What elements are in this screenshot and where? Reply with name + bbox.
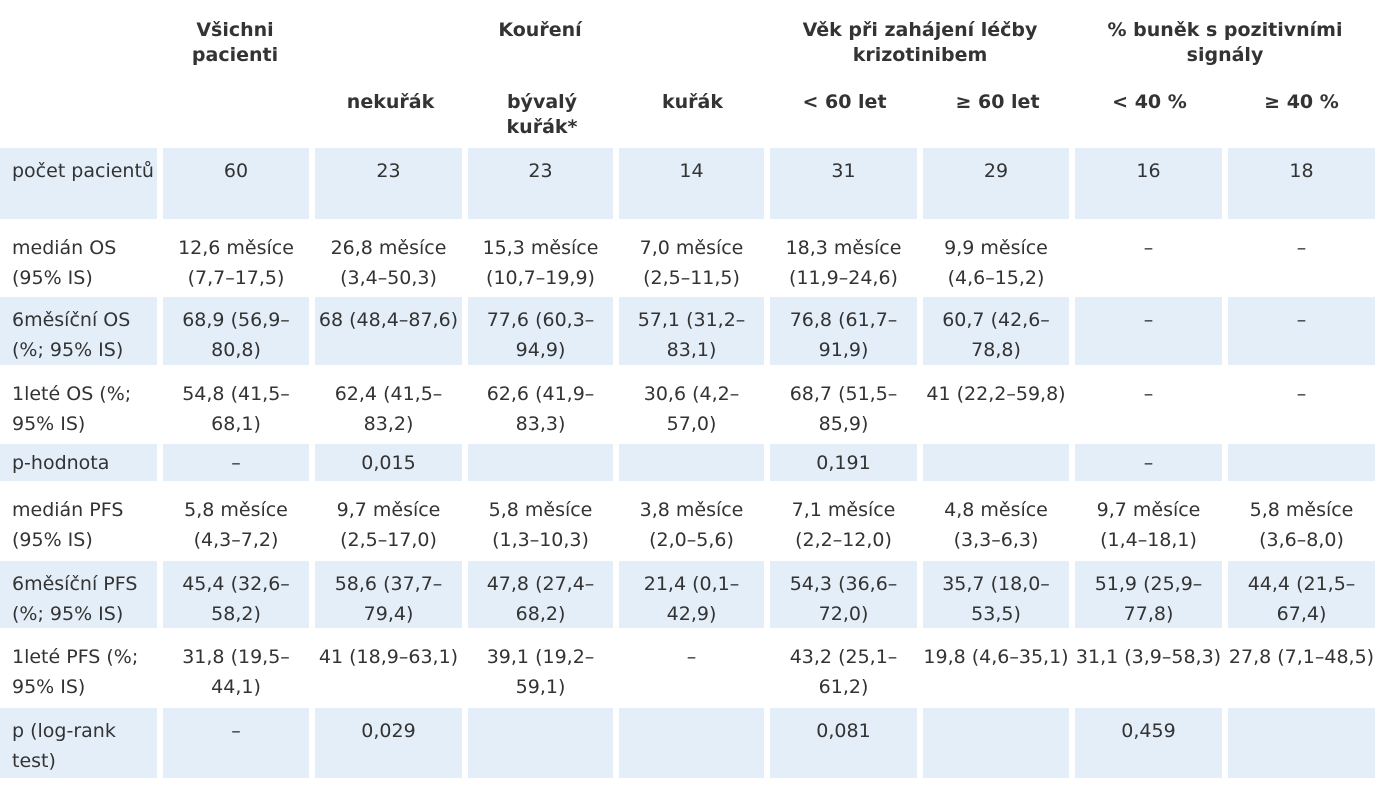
- table-cell: 31,8 (19,5–44,1): [182, 646, 290, 698]
- row-label: 1leté PFS (%; 95% IS): [12, 646, 139, 698]
- table-cell: –: [1075, 444, 1222, 481]
- table-cell: 77,6 (60,3–94,9): [468, 297, 613, 365]
- subheader-nonsmoker: nekuřák: [346, 91, 435, 113]
- table-cell: 54,8 (41,5–68,1): [182, 383, 290, 435]
- table-cell: 60,7 (42,6–78,8): [923, 297, 1069, 365]
- table-cell: 45,4 (32,6–58,2): [163, 561, 309, 628]
- table-cell: 9,7 měsíce (2,5–17,0): [336, 499, 441, 551]
- table-cell: –: [1143, 237, 1154, 259]
- table-cell: 47,8 (27,4–68,2): [468, 561, 613, 628]
- table-cell: 62,6 (41,9–83,3): [486, 383, 595, 435]
- row-label: 6měsíční OS (%; 95% IS): [0, 297, 157, 365]
- header-smoking: Kouření: [498, 19, 582, 41]
- table-cell: 14: [619, 148, 764, 219]
- header-all-patients: Všichni pacienti: [191, 19, 279, 66]
- table-cell: 41 (18,9–63,1): [318, 646, 459, 668]
- table-cell: 0,459: [1075, 708, 1222, 778]
- table-cell: 9,7 měsíce (1,4–18,1): [1096, 499, 1201, 551]
- table-cell: [1228, 444, 1375, 481]
- table-cell: 9,9 měsíce (4,6–15,2): [944, 237, 1048, 289]
- row-label: medián OS (95% IS): [12, 237, 117, 289]
- table-cell: 44,4 (21,5–67,4): [1228, 561, 1375, 628]
- table-cell: –: [1296, 383, 1307, 405]
- table-cell: 5,8 měsíce (3,6–8,0): [1249, 499, 1354, 551]
- table-cell: 76,8 (61,7–91,9): [770, 297, 917, 365]
- table-cell: 5,8 měsíce (1,3–10,3): [488, 499, 593, 551]
- table-cell: 23: [468, 148, 613, 219]
- table-cell: 54,3 (36,6–72,0): [770, 561, 917, 628]
- table-cell: 31,1 (3,9–58,3): [1075, 646, 1222, 668]
- table-cell: [619, 444, 764, 481]
- table-cell: 41 (22,2–59,8): [926, 383, 1066, 405]
- subheader-age-under-60: < 60 let: [802, 91, 887, 113]
- table-cell: [923, 444, 1069, 481]
- subheader-40-percent-plus: ≥ 40 %: [1264, 91, 1339, 113]
- table-cell: 57,1 (31,2–83,1): [619, 297, 764, 365]
- row-label: p (log-rank test): [0, 708, 157, 778]
- table-cell: 58,6 (37,7–79,4): [315, 561, 462, 628]
- table-cell: 51,9 (25,9–77,8): [1075, 561, 1222, 628]
- table-cell: –: [163, 708, 309, 778]
- table-cell: 0,029: [315, 708, 462, 778]
- subheader-age-60-plus: ≥ 60 let: [955, 91, 1040, 113]
- table-cell: 7,0 měsíce (2,5–11,5): [639, 237, 744, 289]
- table-cell: 68 (48,4–87,6): [315, 297, 462, 365]
- table-cell: 12,6 měsíce (7,7–17,5): [178, 237, 294, 289]
- table-cell: 68,7 (51,5–85,9): [789, 383, 898, 435]
- table-cell: 4,8 měsíce (3,3–6,3): [944, 499, 1048, 551]
- table-cell: 39,1 (19,2–59,1): [486, 646, 595, 698]
- table-cell: 18: [1228, 148, 1375, 219]
- table-cell: [1228, 708, 1375, 778]
- table-cell: 18,3 měsíce (11,9–24,6): [785, 237, 902, 289]
- table-cell: [619, 708, 764, 778]
- table-cell: –: [686, 646, 697, 668]
- table-cell: –: [163, 444, 309, 481]
- row-label: 6měsíční PFS (%; 95% IS): [0, 561, 157, 628]
- subheader-smoker: kuřák: [662, 91, 723, 113]
- table-cell: 3,8 měsíce (2,0–5,6): [639, 499, 744, 551]
- table-cell: 0,191: [770, 444, 917, 481]
- table-cell: –: [1143, 383, 1154, 405]
- table-cell: 60: [163, 148, 309, 219]
- table-cell: 35,7 (18,0–53,5): [923, 561, 1069, 628]
- table-cell: 68,9 (56,9–80,8): [163, 297, 309, 365]
- table-cell: 62,4 (41,5–83,2): [334, 383, 443, 435]
- header-age: Věk při zahájení léčby krizotinibem: [802, 19, 1038, 66]
- table-cell: 0,015: [315, 444, 462, 481]
- table-cell: 31: [770, 148, 917, 219]
- table-cell: –: [1296, 237, 1307, 259]
- subheader-under-40-percent: < 40 %: [1112, 91, 1187, 113]
- table-cell: 19,8 (4,6–35,1): [923, 646, 1069, 668]
- table-cell: –: [1228, 297, 1375, 365]
- table-cell: 5,8 měsíce (4,3–7,2): [184, 499, 288, 551]
- table-cell: 21,4 (0,1–42,9): [619, 561, 764, 628]
- table-cell: 29: [923, 148, 1069, 219]
- subheader-former-smoker: bývalý kuřák*: [506, 91, 578, 138]
- table-cell: [923, 708, 1069, 778]
- table-cell: 43,2 (25,1–61,2): [789, 646, 898, 698]
- table-cell: [468, 708, 613, 778]
- table-cell: 16: [1075, 148, 1222, 219]
- row-label: 1leté OS (%; 95% IS): [12, 383, 132, 435]
- table-cell: 30,6 (4,2–57,0): [643, 383, 740, 435]
- table-cell: [468, 444, 613, 481]
- table-cell: 7,1 měsíce (2,2–12,0): [791, 499, 896, 551]
- table-cell: –: [1075, 297, 1222, 365]
- row-label: počet pacientů: [0, 148, 157, 219]
- table-cell: 15,3 měsíce (10,7–19,9): [482, 237, 599, 289]
- row-label: medián PFS (95% IS): [12, 499, 124, 551]
- row-label: p-hodnota: [0, 444, 157, 481]
- table-cell: 27,8 (7,1–48,5): [1228, 646, 1375, 668]
- table-cell: 26,8 měsíce (3,4–50,3): [330, 237, 447, 289]
- table-cell: 23: [315, 148, 462, 219]
- table-cell: 0,081: [770, 708, 917, 778]
- header-positive-cells: % buněk s pozitivními signály: [1107, 19, 1343, 66]
